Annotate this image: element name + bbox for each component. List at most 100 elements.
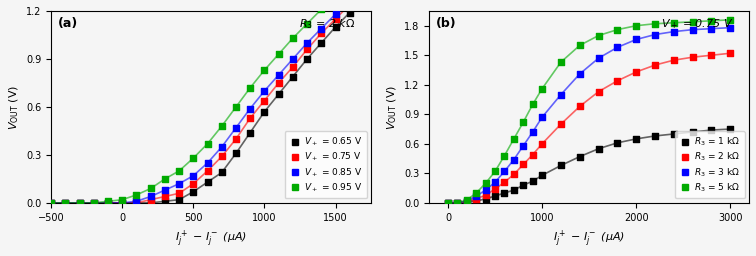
$V_+$ = 0.65 V xyxy=(230,151,242,155)
$V_+$ = 0.95 V xyxy=(315,7,327,12)
$V_+$ = 0.65 V xyxy=(116,201,129,205)
$V_+$ = 0.65 V xyxy=(45,201,57,205)
$R_3$ = 1 k$\Omega$ xyxy=(517,183,529,187)
$R_3$ = 1 k$\Omega$ xyxy=(460,200,472,204)
$V_+$ = 0.95 V xyxy=(60,201,72,205)
$V_+$ = 0.85 V xyxy=(45,201,57,205)
$R_3$ = 1 k$\Omega$ xyxy=(686,130,699,134)
$R_3$ = 3 k$\Omega$ xyxy=(724,26,736,30)
$V_+$ = 0.85 V xyxy=(116,201,129,205)
$V_+$ = 0.85 V xyxy=(287,57,299,61)
Text: $V_+$ = 0.75 V: $V_+$ = 0.75 V xyxy=(661,17,733,30)
$R_3$ = 5 k$\Omega$ xyxy=(668,21,680,25)
$R_3$ = 3 k$\Omega$ xyxy=(498,169,510,173)
$V_+$ = 0.65 V xyxy=(273,92,285,96)
$R_3$ = 5 k$\Omega$ xyxy=(442,201,454,205)
$R_3$ = 5 k$\Omega$ xyxy=(460,198,472,202)
$R_3$ = 2 k$\Omega$ xyxy=(649,63,661,67)
$R_3$ = 1 k$\Omega$ xyxy=(668,132,680,136)
$R_3$ = 1 k$\Omega$ xyxy=(489,194,501,198)
$R_3$ = 2 k$\Omega$ xyxy=(536,142,548,146)
$V_+$ = 0.75 V xyxy=(202,169,214,173)
$V_+$ = 0.85 V xyxy=(330,12,342,16)
$V_+$ = 0.75 V xyxy=(187,182,200,186)
$V_+$ = 0.75 V xyxy=(330,17,342,21)
$V_+$ = 0.75 V xyxy=(60,201,72,205)
$R_3$ = 3 k$\Omega$ xyxy=(536,115,548,119)
$V_+$ = 0.75 V xyxy=(45,201,57,205)
$R_3$ = 2 k$\Omega$ xyxy=(593,90,605,94)
$V_+$ = 0.75 V xyxy=(273,81,285,85)
$V_+$ = 0.75 V xyxy=(116,201,129,205)
$R_3$ = 3 k$\Omega$ xyxy=(705,27,717,31)
Text: (a): (a) xyxy=(57,17,78,30)
$R_3$ = 5 k$\Omega$ xyxy=(451,201,463,205)
$R_3$ = 1 k$\Omega$ xyxy=(442,201,454,205)
$V_+$ = 0.95 V xyxy=(301,22,313,26)
$V_+$ = 0.75 V xyxy=(259,99,271,103)
$R_3$ = 1 k$\Omega$ xyxy=(705,128,717,132)
$R_3$ = 5 k$\Omega$ xyxy=(498,154,510,158)
$V_+$ = 0.65 V xyxy=(330,25,342,29)
$V_+$ = 0.95 V xyxy=(259,68,271,72)
$R_3$ = 1 k$\Omega$ xyxy=(574,155,586,159)
$R_3$ = 1 k$\Omega$ xyxy=(555,163,567,167)
$V_+$ = 0.85 V xyxy=(230,126,242,130)
$V_+$ = 0.65 V xyxy=(301,57,313,61)
$R_3$ = 5 k$\Omega$ xyxy=(724,18,736,22)
$V_+$ = 0.85 V xyxy=(301,41,313,45)
$R_3$ = 2 k$\Omega$ xyxy=(686,55,699,59)
$R_3$ = 5 k$\Omega$ xyxy=(536,87,548,91)
$R_3$ = 1 k$\Omega$ xyxy=(630,137,642,141)
$V_+$ = 0.95 V xyxy=(173,169,185,173)
$V_+$ = 0.75 V xyxy=(173,191,185,195)
$V_+$ = 0.85 V xyxy=(273,73,285,77)
$V_+$ = 0.65 V xyxy=(287,74,299,79)
$R_3$ = 2 k$\Omega$ xyxy=(555,122,567,126)
$R_3$ = 5 k$\Omega$ xyxy=(517,120,529,124)
$V_+$ = 0.85 V xyxy=(88,201,100,205)
$R_3$ = 3 k$\Omega$ xyxy=(630,37,642,41)
$V_+$ = 0.65 V xyxy=(187,190,200,194)
$V_+$ = 0.65 V xyxy=(173,198,185,202)
$V_+$ = 0.95 V xyxy=(102,199,114,203)
$R_3$ = 1 k$\Omega$ xyxy=(508,188,520,192)
X-axis label: $I_j^+$ $-$ $I_j^-$ ($\mu$A): $I_j^+$ $-$ $I_j^-$ ($\mu$A) xyxy=(175,228,247,249)
$R_3$ = 3 k$\Omega$ xyxy=(574,72,586,76)
$R_3$ = 2 k$\Omega$ xyxy=(489,187,501,191)
$V_+$ = 0.65 V xyxy=(315,41,327,45)
$R_3$ = 5 k$\Omega$ xyxy=(630,24,642,28)
$R_3$ = 5 k$\Omega$ xyxy=(479,181,491,185)
$V_+$ = 0.95 V xyxy=(73,201,85,205)
$R_3$ = 1 k$\Omega$ xyxy=(451,201,463,205)
$R_3$ = 2 k$\Omega$ xyxy=(470,197,482,201)
$V_+$ = 0.85 V xyxy=(202,161,214,165)
$R_3$ = 3 k$\Omega$ xyxy=(479,188,491,192)
$R_3$ = 5 k$\Omega$ xyxy=(508,137,520,141)
$R_3$ = 2 k$\Omega$ xyxy=(479,193,491,197)
$R_3$ = 2 k$\Omega$ xyxy=(612,79,624,83)
$R_3$ = 3 k$\Omega$ xyxy=(668,29,680,34)
$R_3$ = 3 k$\Omega$ xyxy=(517,144,529,148)
$V_+$ = 0.75 V xyxy=(159,195,171,199)
$V_+$ = 0.95 V xyxy=(273,52,285,56)
$R_3$ = 2 k$\Omega$ xyxy=(630,70,642,74)
$V_+$ = 0.85 V xyxy=(259,89,271,93)
$R_3$ = 5 k$\Omega$ xyxy=(612,28,624,32)
$R_3$ = 2 k$\Omega$ xyxy=(668,58,680,62)
$R_3$ = 1 k$\Omega$ xyxy=(724,127,736,131)
$V_+$ = 0.95 V xyxy=(244,86,256,90)
$R_3$ = 1 k$\Omega$ xyxy=(479,197,491,201)
$R_3$ = 2 k$\Omega$ xyxy=(508,172,520,176)
$V_+$ = 0.75 V xyxy=(215,154,228,158)
$R_3$ = 3 k$\Omega$ xyxy=(527,130,539,134)
$R_3$ = 1 k$\Omega$ xyxy=(612,141,624,145)
$R_3$ = 2 k$\Omega$ xyxy=(705,53,717,57)
$V_+$ = 0.85 V xyxy=(173,182,185,186)
$V_+$ = 0.95 V xyxy=(116,198,129,202)
$R_3$ = 5 k$\Omega$ xyxy=(593,34,605,38)
$V_+$ = 0.75 V xyxy=(230,137,242,141)
$V_+$ = 0.65 V xyxy=(144,201,156,205)
$V_+$ = 0.65 V xyxy=(358,1,370,5)
$V_+$ = 0.85 V xyxy=(159,188,171,192)
